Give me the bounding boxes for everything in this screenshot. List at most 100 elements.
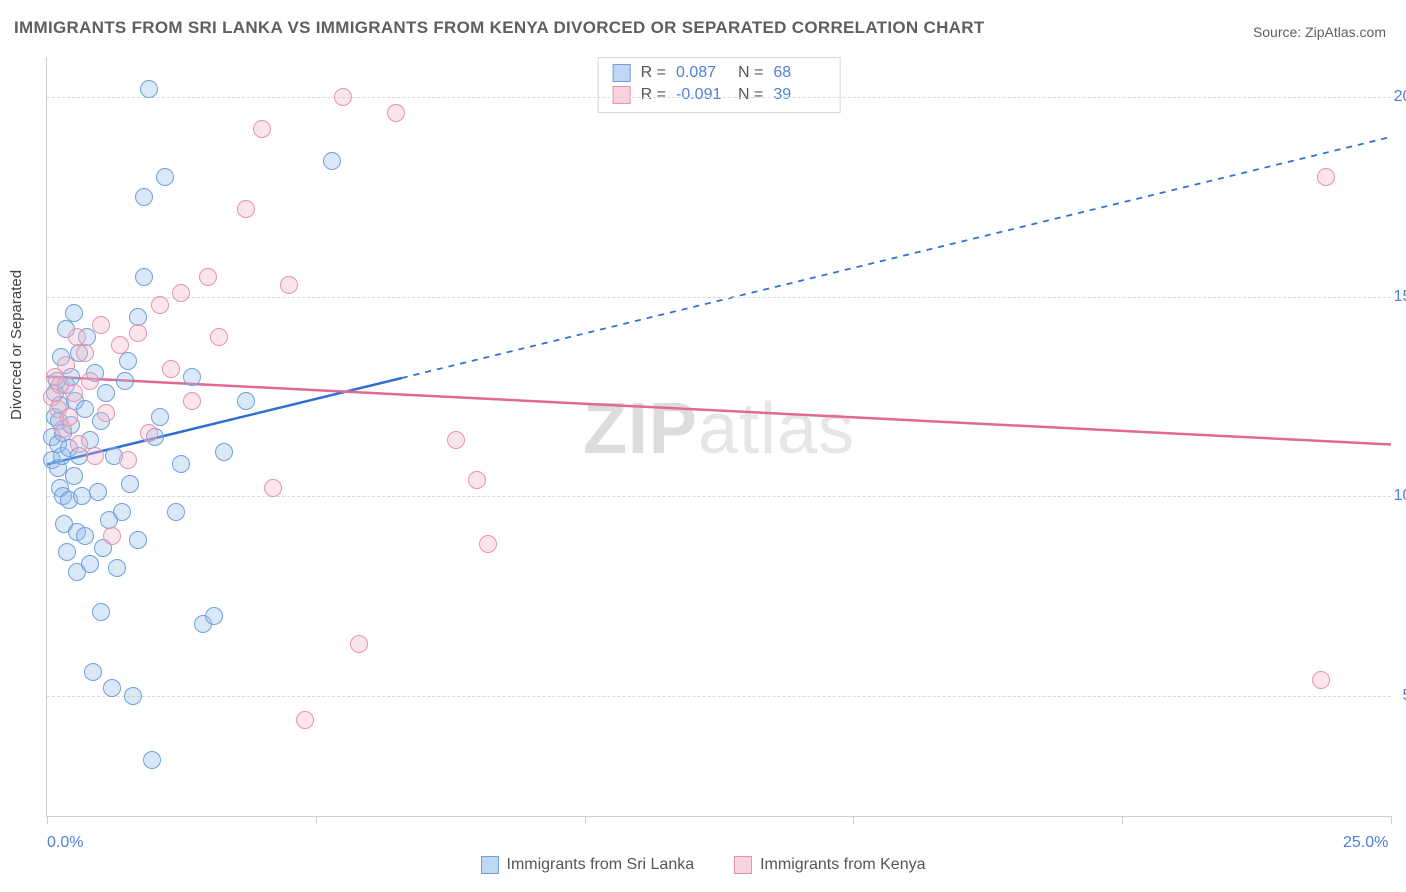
scatter-point <box>183 368 201 386</box>
scatter-point <box>65 304 83 322</box>
scatter-point <box>135 188 153 206</box>
scatter-point <box>103 527 121 545</box>
scatter-point <box>81 555 99 573</box>
scatter-point <box>89 483 107 501</box>
scatter-point <box>253 120 271 138</box>
stat-label: N = <box>738 84 763 106</box>
legend-label: Immigrants from Sri Lanka <box>507 856 695 874</box>
y-tick-label: 15.0% <box>1394 288 1406 306</box>
y-tick-label: 5.0% <box>1403 687 1406 705</box>
legend-item-sri-lanka: Immigrants from Sri Lanka <box>481 856 695 874</box>
scatter-point <box>76 527 94 545</box>
trend-line <box>402 137 1391 378</box>
scatter-point <box>143 751 161 769</box>
gridline-h <box>47 97 1391 98</box>
trend-line <box>47 377 1391 445</box>
scatter-point <box>81 372 99 390</box>
scatter-point <box>468 471 486 489</box>
scatter-point <box>135 268 153 286</box>
swatch-icon <box>481 856 499 874</box>
legend-label: Immigrants from Kenya <box>760 856 925 874</box>
y-tick-label: 20.0% <box>1394 88 1406 106</box>
bottom-legend: Immigrants from Sri Lanka Immigrants fro… <box>0 856 1406 874</box>
scatter-point <box>264 479 282 497</box>
x-tick <box>1391 816 1392 824</box>
scatter-point <box>57 356 75 374</box>
scatter-point <box>58 543 76 561</box>
stat-value: 68 <box>773 62 825 84</box>
x-tick <box>1122 816 1123 824</box>
scatter-point <box>70 435 88 453</box>
scatter-point <box>124 687 142 705</box>
stat-label: R = <box>641 62 666 84</box>
scatter-point <box>350 635 368 653</box>
y-axis-label: Divorced or Separated <box>8 270 25 420</box>
scatter-point <box>97 384 115 402</box>
scatter-point <box>1317 168 1335 186</box>
legend-item-kenya: Immigrants from Kenya <box>734 856 925 874</box>
scatter-point <box>172 455 190 473</box>
scatter-point <box>199 268 217 286</box>
scatter-point <box>172 284 190 302</box>
scatter-point <box>121 475 139 493</box>
scatter-point <box>108 559 126 577</box>
scatter-point <box>151 296 169 314</box>
x-tick-label: 0.0% <box>47 834 83 852</box>
scatter-point <box>84 663 102 681</box>
scatter-point <box>140 80 158 98</box>
scatter-point <box>323 152 341 170</box>
scatter-point <box>119 451 137 469</box>
scatter-point <box>151 408 169 426</box>
chart-title: IMMIGRANTS FROM SRI LANKA VS IMMIGRANTS … <box>14 18 985 38</box>
scatter-point <box>162 360 180 378</box>
scatter-point <box>479 535 497 553</box>
chart-plot-area: ZIPatlas R = 0.087 N = 68 R = -0.091 N =… <box>46 57 1391 817</box>
stats-row-kenya: R = -0.091 N = 39 <box>613 84 826 106</box>
scatter-point <box>129 324 147 342</box>
stats-row-sri-lanka: R = 0.087 N = 68 <box>613 62 826 84</box>
scatter-point <box>156 168 174 186</box>
scatter-point <box>205 607 223 625</box>
x-tick <box>316 816 317 824</box>
stat-label: N = <box>738 62 763 84</box>
gridline-h <box>47 297 1391 298</box>
scatter-point <box>97 404 115 422</box>
scatter-point <box>76 400 94 418</box>
stat-value: 0.087 <box>676 62 728 84</box>
scatter-point <box>140 424 158 442</box>
scatter-point <box>334 88 352 106</box>
scatter-point <box>92 316 110 334</box>
swatch-icon <box>613 64 631 82</box>
scatter-point <box>111 336 129 354</box>
scatter-point <box>113 503 131 521</box>
swatch-icon <box>734 856 752 874</box>
scatter-point <box>92 603 110 621</box>
stat-value: 39 <box>773 84 825 106</box>
scatter-point <box>116 372 134 390</box>
scatter-point <box>237 392 255 410</box>
scatter-point <box>129 531 147 549</box>
stat-value: -0.091 <box>676 84 728 106</box>
source-attribution: Source: ZipAtlas.com <box>1253 24 1386 40</box>
scatter-point <box>447 431 465 449</box>
scatter-point <box>76 344 94 362</box>
y-tick-label: 10.0% <box>1394 487 1406 505</box>
scatter-point <box>296 711 314 729</box>
watermark-zip: ZIP <box>583 389 698 469</box>
watermark-atlas: atlas <box>698 389 855 469</box>
scatter-point <box>119 352 137 370</box>
scatter-point <box>210 328 228 346</box>
gridline-h <box>47 496 1391 497</box>
trend-lines-layer <box>47 57 1391 816</box>
gridline-h <box>47 696 1391 697</box>
x-tick <box>47 816 48 824</box>
stat-label: R = <box>641 84 666 106</box>
scatter-point <box>237 200 255 218</box>
scatter-point <box>65 384 83 402</box>
scatter-point <box>183 392 201 410</box>
x-tick <box>853 816 854 824</box>
scatter-point <box>280 276 298 294</box>
correlation-stats-box: R = 0.087 N = 68 R = -0.091 N = 39 <box>598 57 841 113</box>
x-tick-label: 25.0% <box>1343 834 1388 852</box>
scatter-point <box>1312 671 1330 689</box>
